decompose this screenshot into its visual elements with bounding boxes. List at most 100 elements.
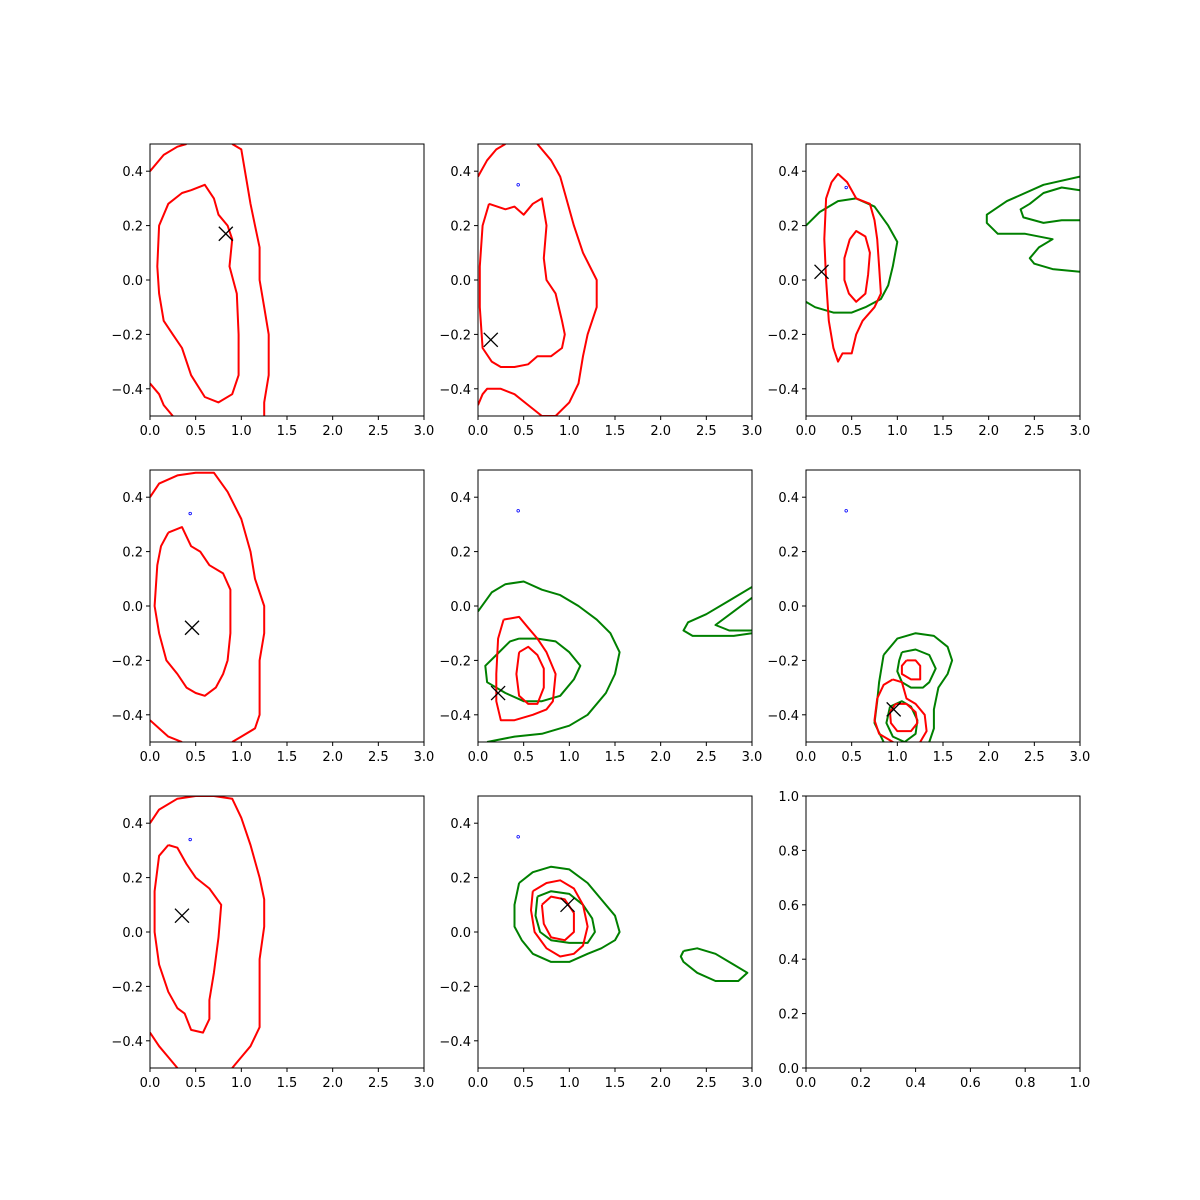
x-marker: [218, 226, 234, 242]
x-tick-label: 2.5: [696, 424, 717, 439]
red-contour-2: [231, 144, 270, 416]
y-tick-label: 0.0: [450, 274, 471, 289]
green-contour-1: [513, 865, 621, 963]
y-tick-label: 0.0: [778, 274, 799, 289]
x-marker: [560, 897, 575, 913]
x-tick-label: 1.5: [605, 750, 626, 765]
x-tick-label: 0.4: [905, 1076, 926, 1091]
y-tick-label: −0.4: [111, 709, 143, 724]
red-contour-1: [495, 615, 557, 722]
y-tick-label: 0.4: [450, 817, 471, 832]
y-tick-label: −0.2: [439, 328, 471, 343]
green-contour-1: [478, 580, 621, 742]
x-tick-label: 1.0: [887, 750, 908, 765]
subplot-2: 0.0 0.5 1.0 1.5 2.0 2.5 3.0 −0.4 −0.2 0.0 0.2 0.4: [439, 143, 762, 439]
red-contour-2: [843, 230, 871, 303]
red-contour-2: [540, 895, 575, 942]
y-tick-label: 0.4: [778, 491, 799, 506]
y-tick-label: −0.2: [439, 980, 471, 995]
x-tick-label: 0.0: [796, 1076, 817, 1091]
x-tick-label: 1.0: [559, 750, 580, 765]
plot-area-1: [150, 144, 270, 416]
subplot-7: 0.0 0.5 1.0 1.5 2.0 2.5 3.0 −0.4 −0.2 0.0 0.2 0.4: [111, 795, 435, 1091]
plot-area-8: [513, 835, 749, 982]
y-tick-label: 0.2: [778, 546, 799, 561]
y-tick-label: 0.2: [778, 220, 799, 235]
y-tick-label: 0.2: [450, 546, 471, 561]
red-contour-3: [153, 844, 223, 1034]
y-tick-label: −0.4: [111, 1035, 143, 1050]
y-tick-label: −0.2: [111, 328, 143, 343]
blue-point-marker: [516, 183, 520, 187]
x-tick-label: 1.5: [933, 750, 954, 765]
y-tick-label: −0.4: [439, 709, 471, 724]
green-contour-4: [714, 596, 752, 632]
x-tick-label: 0.5: [185, 424, 206, 439]
subplot-1: 0.0 0.5 1.0 1.5 2.0 2.5 3.0 −0.4 −0.2 0.0 0.2 0.4: [111, 143, 434, 439]
x-tick-label: 0.0: [796, 750, 817, 765]
red-contour-1: [873, 678, 928, 742]
y-tick-label: 0.4: [778, 165, 799, 180]
x-tick-label: 0.5: [513, 750, 534, 765]
y-tick-label: 0.0: [450, 600, 471, 615]
x-tick-label: 1.5: [605, 424, 626, 439]
subplot-3: 0.0 0.5 1.0 1.5 2.0 2.5 3.0 −0.4 −0.2 0.0 0.2 0.4: [767, 143, 1090, 439]
axes-frame: [805, 795, 1081, 1069]
y-tick-label: 0.0: [122, 274, 143, 289]
y-tick-label: 0.0: [778, 600, 799, 615]
subplot-8: 0.0 0.5 1.0 1.5 2.0 2.5 3.0 −0.4 −0.2 0.0 0.2 0.4: [439, 795, 762, 1091]
red-contour-4: [156, 183, 240, 404]
subplot-6: 0.0 0.5 1.0 1.5 2.0 2.5 3.0 −0.4 −0.2 0.0 0.2 0.4: [767, 469, 1090, 765]
x-tick-label: 0.6: [960, 1076, 981, 1091]
x-tick-label: 2.5: [696, 1076, 717, 1091]
y-tick-label: 0.2: [122, 220, 143, 235]
red-contour-2: [150, 1032, 179, 1068]
y-tick-label: −0.2: [111, 654, 143, 669]
y-tick-label: 0.4: [778, 953, 799, 968]
x-tick-label: 2.0: [322, 424, 343, 439]
blue-point-marker: [188, 511, 192, 516]
plot-area-3: [806, 172, 1080, 363]
red-contour-3: [150, 382, 174, 416]
red-contour-1: [150, 796, 266, 1068]
x-tick-label: 0.0: [140, 750, 161, 765]
blue-point-marker: [844, 509, 848, 513]
y-tick-label: 0.2: [122, 546, 143, 561]
x-tick-label: 0.0: [468, 750, 489, 765]
y-tick-label: −0.4: [767, 383, 799, 398]
plot-area-4: [150, 471, 266, 742]
blue-point-marker: [188, 837, 192, 842]
red-contour-1: [823, 172, 882, 363]
x-tick-label: 1.5: [277, 750, 298, 765]
y-tick-label: 0.4: [122, 491, 143, 506]
x-tick-label: 3.0: [742, 750, 763, 765]
x-tick-label: 2.5: [1024, 750, 1045, 765]
x-tick-label: 3.0: [414, 750, 435, 765]
x-tick-label: 0.0: [140, 424, 161, 439]
y-tick-label: 0.4: [450, 491, 471, 506]
x-tick-label: 1.5: [933, 424, 954, 439]
x-tick-label: 2.0: [650, 424, 671, 439]
y-tick-label: −0.4: [439, 1035, 471, 1050]
subplot-4: 0.0 0.5 1.0 1.5 2.0 2.5 3.0 −0.4 −0.2 0.0 0.2 0.4: [111, 469, 435, 765]
green-contour-2: [484, 637, 582, 703]
x-tick-label: 0.5: [185, 750, 206, 765]
axes-frame: [149, 469, 425, 743]
red-contour-2: [889, 702, 919, 733]
y-tick-label: 0.0: [122, 926, 143, 941]
y-tick-label: 0.4: [122, 817, 143, 832]
green-contour-2: [896, 648, 937, 689]
red-contour-2: [515, 645, 545, 705]
x-tick-label: 2.0: [322, 750, 343, 765]
x-tick-label: 1.0: [231, 424, 252, 439]
subplot-9: 0.0 0.2 0.4 0.6 0.8 1.0 0.0 0.2 0.4 0.6 0.8 1.0: [778, 790, 1090, 1091]
y-tick-label: 0.0: [450, 926, 471, 941]
x-tick-label: 3.0: [414, 1076, 435, 1091]
y-tick-label: 0.4: [122, 165, 143, 180]
x-tick-label: 1.0: [559, 424, 580, 439]
x-tick-label: 0.0: [796, 424, 817, 439]
y-tick-label: −0.2: [767, 654, 799, 669]
x-tick-label: 0.5: [841, 750, 862, 765]
y-tick-label: 0.4: [450, 165, 471, 180]
y-tick-label: −0.4: [767, 709, 799, 724]
